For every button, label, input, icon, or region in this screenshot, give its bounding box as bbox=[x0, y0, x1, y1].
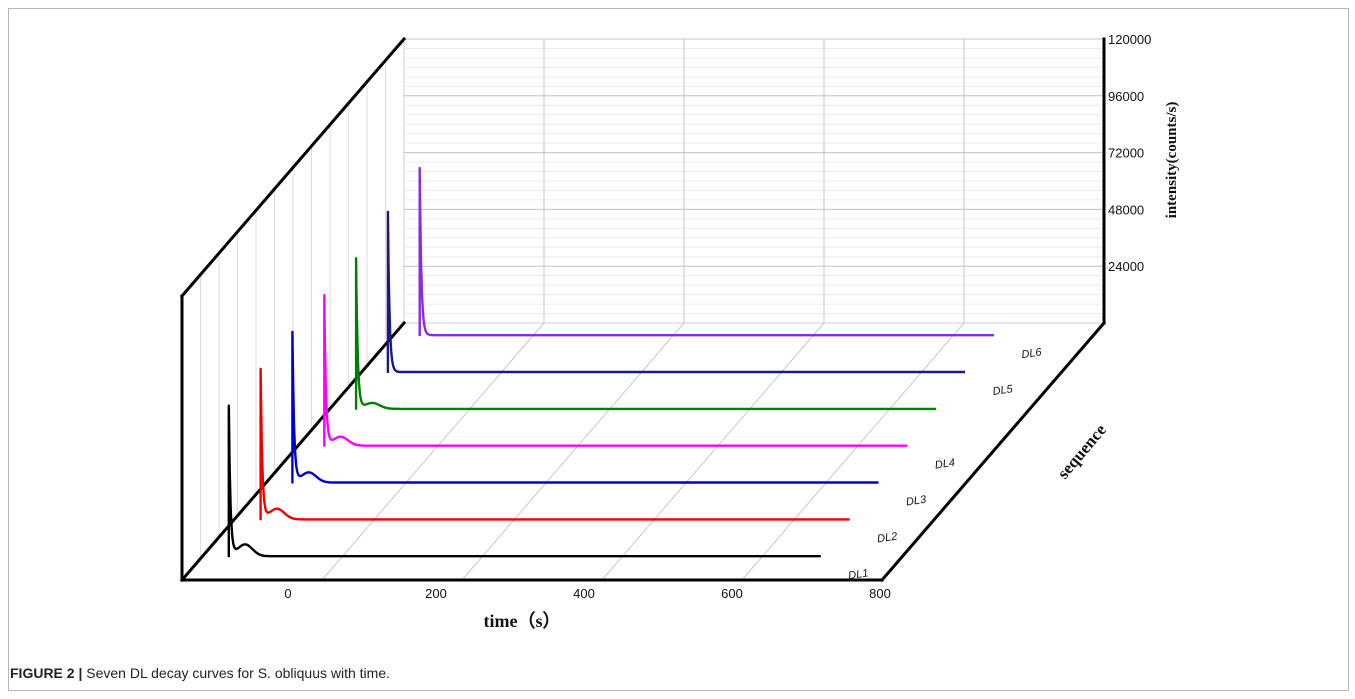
y-tick-label: 48000 bbox=[1108, 202, 1144, 217]
x-tick-label: 400 bbox=[573, 586, 595, 601]
x-tick-label: 600 bbox=[721, 586, 743, 601]
figure-caption: FIGURE 2 | Seven DL decay curves for S. … bbox=[10, 665, 390, 681]
figure-caption-text: Seven DL decay curves for S. obliquus wi… bbox=[86, 665, 390, 681]
sequence-label: DL5 bbox=[992, 383, 1015, 398]
y-tick-label: 24000 bbox=[1108, 259, 1144, 274]
x-axis-title: time（s） bbox=[484, 611, 561, 631]
y-tick-label: 96000 bbox=[1108, 89, 1144, 104]
sequence-label: DL3 bbox=[905, 494, 928, 509]
sequence-label: DL6 bbox=[1021, 346, 1044, 361]
floor-gridline bbox=[462, 323, 684, 580]
sequence-label: DL4 bbox=[934, 457, 956, 472]
sequence-label: DL2 bbox=[876, 531, 898, 546]
x-tick-label: 0 bbox=[284, 586, 291, 601]
y-axis-title: intensity(counts/s) bbox=[1164, 102, 1180, 219]
y-tick-label: 72000 bbox=[1108, 146, 1144, 161]
floor-gridline bbox=[602, 323, 824, 580]
y-tick-label: 120000 bbox=[1108, 32, 1151, 47]
x-tick-label: 800 bbox=[869, 586, 891, 601]
figure-label: FIGURE 2 | bbox=[10, 665, 82, 681]
z-axis-title: sequence bbox=[1054, 420, 1111, 482]
floor-gridline bbox=[742, 323, 964, 580]
x-tick-label: 200 bbox=[425, 586, 447, 601]
grid bbox=[182, 39, 1104, 580]
